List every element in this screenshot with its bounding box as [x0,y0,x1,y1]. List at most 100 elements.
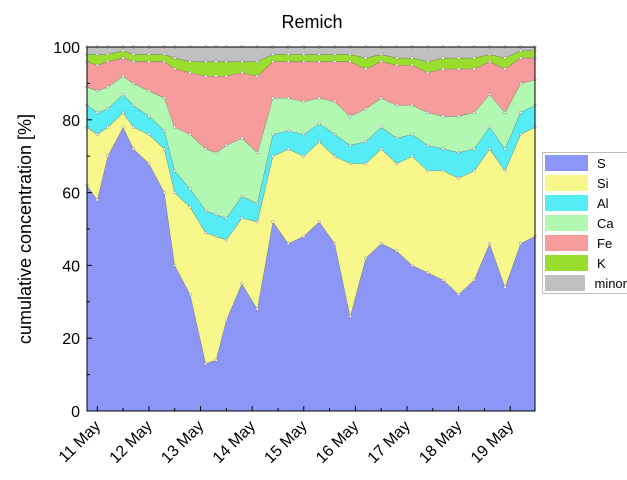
data-point-si [188,205,192,209]
data-point-k [214,60,218,64]
data-point-fe [472,67,476,71]
data-point-ca [488,92,492,96]
data-point-fe [224,74,228,78]
data-point-fe [441,67,445,71]
data-point-ca [317,96,321,100]
data-point-al [214,212,218,216]
data-point-s [240,282,244,286]
data-point-al [519,111,523,115]
data-point-s [173,263,177,267]
data-point-si [214,234,218,238]
data-point-fe [147,60,151,64]
data-point-s [214,358,218,362]
legend-label: Si [597,175,609,191]
data-point-k [519,49,523,53]
data-point-ca [162,96,166,100]
data-point-fe [410,63,414,67]
data-point-fe [188,70,192,74]
y-tick-label: 0 [71,404,80,421]
area-s [87,127,535,411]
data-point-si [173,191,177,195]
data-point-s [224,318,228,322]
data-point-si [441,169,445,173]
data-point-fe [457,67,461,71]
data-point-fe [204,74,208,78]
data-point-s [348,314,352,318]
area-al [87,94,535,240]
data-point-ca [395,103,399,107]
data-point-ca [255,151,259,155]
legend-item-fe: Fe [543,233,627,253]
data-point-k [106,52,110,56]
data-point-ca [410,103,414,107]
data-point-ca [188,132,192,136]
data-point-s [106,154,110,158]
data-point-al [188,187,192,191]
legend-swatch [545,195,588,211]
data-point-fe [214,74,218,78]
data-point-ca [348,114,352,118]
data-point-ca [286,96,290,100]
data-point-ca [147,89,151,93]
data-point-ca [333,100,337,104]
data-point-al [503,147,507,151]
data-point-fe [286,60,290,64]
data-point-al [147,114,151,118]
data-point-k [379,52,383,56]
data-point-fe [240,70,244,74]
data-point-s [364,256,368,260]
data-point-fe [255,74,259,78]
area-fe [87,57,535,153]
legend-item-ca: Ca [543,213,627,233]
data-point-si [379,147,383,151]
data-point-k [488,52,492,56]
legend-swatch [545,215,588,231]
data-point-si [286,147,290,151]
legend-swatch [545,175,588,191]
legend-item-s: S [543,153,627,173]
legend-label: K [597,255,606,271]
data-point-k [240,60,244,64]
data-point-s [302,234,306,238]
data-point-s [131,147,135,151]
data-point-ca [224,143,228,147]
data-point-al [95,111,99,115]
data-point-s [395,249,399,253]
y-tick-label: 40 [62,258,80,275]
data-point-ca [503,111,507,115]
data-point-si [317,140,321,144]
data-point-k [121,49,125,53]
data-point-ca [204,147,208,151]
data-point-k [255,60,259,64]
data-point-si [472,169,476,173]
data-point-ca [240,136,244,140]
data-markers [85,45,537,366]
data-point-ca [302,100,306,104]
data-point-k [95,52,99,56]
data-point-ca [106,85,110,89]
data-point-al [121,92,125,96]
data-point-s [426,271,430,275]
data-point-k [302,52,306,56]
x-tick-label: 14 May [210,418,259,467]
legend-label: Al [597,195,609,211]
data-point-ca [214,151,218,155]
data-point-fe [488,60,492,64]
data-point-si [348,161,352,165]
data-point-al [488,125,492,129]
data-point-si [224,238,228,242]
area-layers [86,46,536,411]
data-point-k [224,60,228,64]
legend-swatch [545,155,588,171]
data-point-fe [395,63,399,67]
data-point-fe [348,60,352,64]
data-point-k [441,56,445,60]
data-point-fe [519,56,523,60]
data-point-fe [317,60,321,64]
data-point-fe [173,67,177,71]
x-tick-label: 11 May [56,418,104,466]
data-point-si [410,154,414,158]
data-point-si [426,169,430,173]
data-point-si [106,125,110,129]
